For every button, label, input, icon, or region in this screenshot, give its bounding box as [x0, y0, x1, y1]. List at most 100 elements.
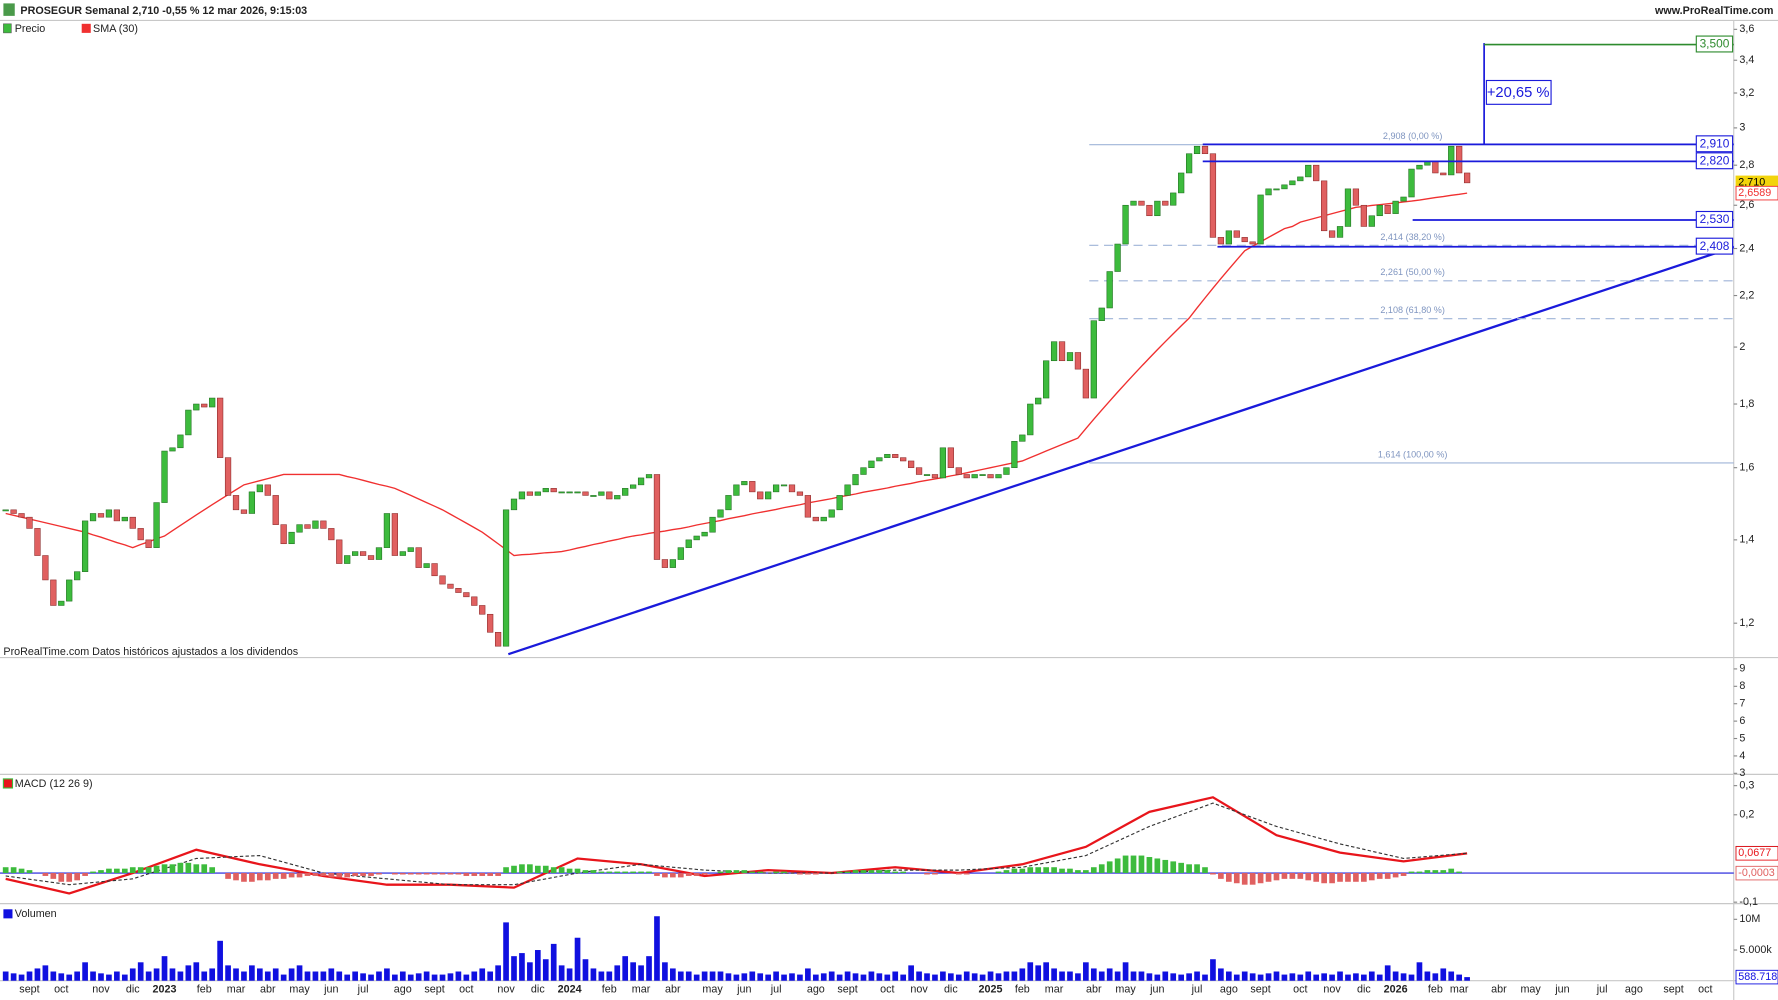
- histogram-bar: [566, 868, 573, 874]
- candle: [58, 600, 65, 606]
- histogram-bar: [844, 871, 851, 874]
- histogram-bar: [1218, 873, 1224, 879]
- candle: [367, 555, 375, 560]
- level-label: 2,910: [1700, 137, 1730, 151]
- histogram-bar: [407, 873, 414, 875]
- volume-bar: [1464, 977, 1470, 981]
- candle: [232, 495, 240, 511]
- candle: [1106, 271, 1113, 309]
- histogram-bar: [1210, 873, 1216, 875]
- candle: [359, 551, 367, 556]
- fib-label: 1,614 (100,00 %): [1378, 449, 1448, 459]
- x-tick-label: feb: [1015, 984, 1030, 996]
- volume-bar: [1138, 971, 1145, 981]
- x-tick-label: jun: [1554, 984, 1569, 996]
- histogram-bar: [884, 870, 891, 874]
- candle: [248, 491, 256, 514]
- candle: [884, 454, 891, 458]
- histogram-bar: [447, 873, 454, 875]
- histogram-bar: [932, 873, 938, 875]
- candle: [1027, 403, 1034, 436]
- candle: [685, 539, 692, 548]
- candle: [931, 474, 939, 479]
- volume-bar: [1424, 971, 1431, 981]
- histogram-bar: [622, 871, 629, 874]
- volume-bar: [439, 974, 446, 981]
- candle: [471, 596, 478, 606]
- histogram-bar: [558, 867, 565, 874]
- volume-bar: [336, 971, 343, 981]
- histogram-bar: [479, 873, 486, 876]
- histogram-bar: [145, 867, 152, 874]
- y-tick-label: 1,6: [1739, 462, 1754, 474]
- histogram-bar: [606, 871, 613, 874]
- y-tick-label: 2: [1739, 341, 1745, 353]
- candle: [18, 513, 25, 518]
- histogram-bar: [677, 873, 684, 878]
- volume-bar: [320, 971, 327, 981]
- legend-icon: [81, 23, 91, 33]
- histogram-bar: [177, 862, 184, 874]
- volume-bar: [638, 965, 644, 981]
- volume-bar: [1376, 974, 1383, 981]
- histogram-bar: [304, 873, 311, 876]
- volume-bar: [384, 968, 390, 981]
- histogram-bar: [1368, 873, 1375, 881]
- volume-bar: [566, 968, 573, 981]
- volume-bar: [1273, 971, 1280, 981]
- volume-bar: [1249, 973, 1256, 981]
- volume-bar: [98, 973, 104, 981]
- candle: [757, 491, 764, 500]
- volume-bar: [1337, 971, 1343, 981]
- histogram-bar: [1241, 873, 1248, 885]
- histogram-bar: [725, 870, 732, 874]
- candle: [304, 524, 311, 529]
- candle: [10, 509, 17, 514]
- level-label: 2,408: [1700, 239, 1730, 253]
- histogram-bar: [1122, 855, 1129, 874]
- volume-bar: [256, 968, 263, 981]
- histogram-bar: [249, 873, 255, 882]
- histogram-bar: [749, 871, 756, 874]
- candle: [550, 488, 557, 493]
- candle: [558, 491, 565, 494]
- volume-bar: [725, 973, 732, 981]
- histogram-bar: [296, 873, 303, 878]
- volume-bar: [677, 971, 684, 981]
- volume-bar: [90, 971, 96, 981]
- volume-bar: [1257, 974, 1264, 981]
- candle: [1019, 434, 1026, 442]
- histogram-bar: [963, 873, 970, 875]
- volume-bar: [1186, 973, 1192, 981]
- histogram-bar: [1106, 861, 1113, 874]
- header-site: www.ProRealTime.com: [1654, 5, 1774, 17]
- candle: [1281, 184, 1288, 190]
- histogram-bar: [185, 862, 192, 874]
- volume-bar: [963, 971, 970, 981]
- volume-bar: [1019, 968, 1026, 981]
- histogram-bar: [1448, 868, 1455, 874]
- histogram-bar: [1059, 868, 1065, 874]
- x-tick-label: nov: [92, 984, 110, 996]
- price-label-box: [1735, 969, 1778, 985]
- candle: [272, 495, 279, 525]
- candle: [1233, 230, 1240, 238]
- candle: [1463, 172, 1471, 184]
- y-tick-label: 1,8: [1739, 398, 1754, 410]
- histogram-bar: [129, 867, 136, 874]
- y-tick-label: 6: [1739, 715, 1745, 727]
- trend-line: [507, 246, 1735, 656]
- candle: [264, 484, 271, 496]
- histogram-bar: [1003, 870, 1010, 874]
- volume-bar: [900, 974, 907, 981]
- volume-bar: [344, 974, 351, 981]
- x-tick-label: jul: [1191, 984, 1203, 996]
- volume-bar: [1114, 971, 1121, 981]
- volume-bar: [868, 971, 875, 981]
- volume-bar: [1265, 973, 1272, 981]
- x-tick-label: mar: [227, 984, 246, 996]
- volume-bar: [1059, 971, 1065, 981]
- histogram-bar: [360, 873, 366, 876]
